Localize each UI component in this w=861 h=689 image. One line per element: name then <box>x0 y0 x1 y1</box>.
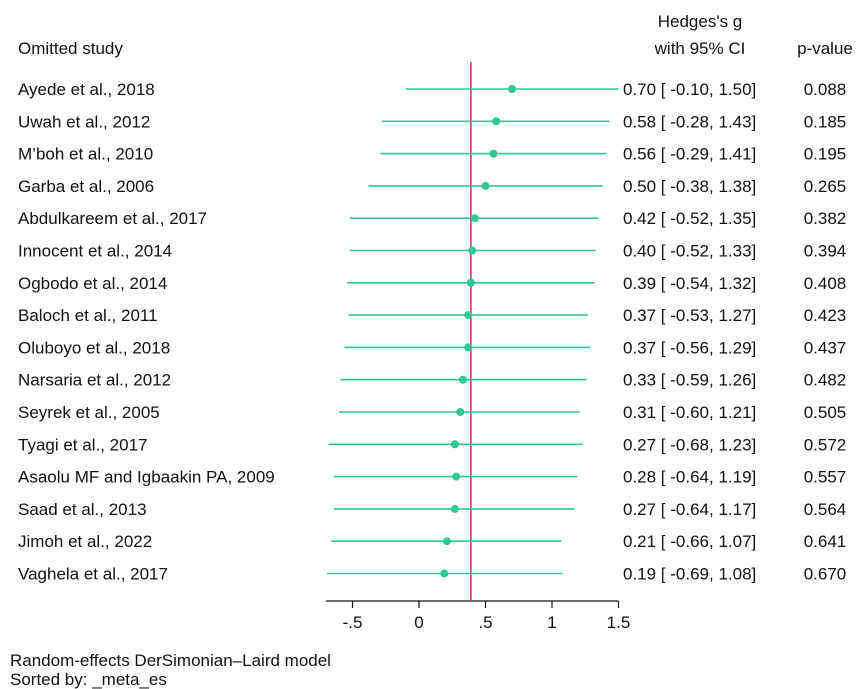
ci-text: 0.27 [ -0.64, 1.17] <box>623 500 756 519</box>
study-label: Baloch et al., 2011 <box>18 306 158 325</box>
study-label: Innocent et al., 2014 <box>18 242 172 261</box>
effect-point <box>489 149 498 158</box>
plot-area <box>327 62 619 600</box>
ci-text: 0.50 [ -0.38, 1.38] <box>623 177 756 196</box>
ci-text: 0.31 [ -0.60, 1.21] <box>623 403 756 422</box>
study-label: M’boh et al., 2010 <box>18 145 153 164</box>
ci-text: 0.39 [ -0.54, 1.32] <box>623 274 756 293</box>
ci-text: 0.58 [ -0.28, 1.43] <box>623 112 756 131</box>
p-value: 0.423 <box>804 306 847 325</box>
x-tick-label: .5 <box>478 613 492 632</box>
effect-point <box>508 85 517 93</box>
study-label: Uwah et al., 2012 <box>18 112 150 131</box>
ci-text: 0.70 [ -0.10, 1.50] <box>623 80 756 99</box>
ci-text: 0.33 [ -0.59, 1.26] <box>623 371 756 390</box>
effect-point <box>456 408 465 416</box>
ci-header: with 95% CI <box>654 39 746 58</box>
study-label: Seyrek et al., 2005 <box>18 403 160 422</box>
model-note: Random-effects DerSimonian–Laird model <box>10 651 331 670</box>
ci-text: 0.19 [ -0.69, 1.08] <box>623 565 756 584</box>
effect-point <box>464 311 473 320</box>
p-value: 0.670 <box>804 565 847 584</box>
ci-text: 0.21 [ -0.66, 1.07] <box>623 532 756 551</box>
effect-point <box>481 181 490 190</box>
ci-text: 0.37 [ -0.56, 1.29] <box>623 338 756 357</box>
hedges-g-header: Hedges's g <box>658 12 743 31</box>
p-value: 0.382 <box>804 209 847 228</box>
p-value: 0.195 <box>804 145 847 164</box>
ci-text: 0.27 [ -0.68, 1.23] <box>623 435 756 454</box>
effect-point <box>466 278 475 287</box>
p-value: 0.088 <box>804 80 847 99</box>
effect-point <box>452 472 461 481</box>
study-label: Oluboyo et al., 2018 <box>18 338 170 357</box>
p-value: 0.394 <box>804 242 847 261</box>
p-value: 0.482 <box>804 371 847 390</box>
x-tick-label: 0 <box>414 613 423 632</box>
study-rows: Ayede et al., 2018 0.70 [ -0.10, 1.50] 0.0… <box>18 80 846 584</box>
p-value: 0.564 <box>804 500 847 519</box>
effect-point <box>492 117 501 126</box>
study-label: Asaolu MF and Igbaakin PA, 2009 <box>18 468 275 487</box>
study-label: Saad et al., 2013 <box>18 500 147 519</box>
effect-point <box>450 440 459 449</box>
study-label: Narsaria et al., 2012 <box>18 371 171 390</box>
ci-text: 0.28 [ -0.64, 1.19] <box>623 468 756 487</box>
study-label: Garba et al., 2006 <box>18 177 154 196</box>
sort-note: Sorted by: _meta_es <box>10 670 167 689</box>
footnotes: Random-effects DerSimonian–Laird model S… <box>10 651 331 689</box>
effect-point <box>470 214 479 223</box>
x-axis: -.5 0 .5 1 1.5 <box>325 600 631 632</box>
effect-point <box>468 246 477 255</box>
ci-text: 0.56 [ -0.29, 1.41] <box>623 145 756 164</box>
study-label: Jimoh et al., 2022 <box>18 532 152 551</box>
p-value: 0.437 <box>804 338 847 357</box>
study-label: Tyagi et al., 2017 <box>18 435 147 454</box>
p-value-header: p-value <box>797 39 853 58</box>
study-label: Ogbodo et al., 2014 <box>18 274 167 293</box>
table-header: Omitted study Hedges's g with 95% CI p-v… <box>18 12 853 58</box>
x-tick-label: -.5 <box>343 613 363 632</box>
x-tick-label: 1 <box>547 613 556 632</box>
ci-text: 0.37 [ -0.53, 1.27] <box>623 306 756 325</box>
study-label: Ayede et al., 2018 <box>18 80 155 99</box>
study-label: Abdulkareem et al., 2017 <box>18 209 207 228</box>
p-value: 0.557 <box>804 468 847 487</box>
p-value: 0.505 <box>804 403 847 422</box>
p-value: 0.408 <box>804 274 847 293</box>
p-value: 0.185 <box>804 112 847 131</box>
p-value: 0.572 <box>804 435 847 454</box>
effect-point <box>440 569 449 578</box>
ci-text: 0.42 [ -0.52, 1.35] <box>623 209 756 228</box>
effect-point <box>458 375 467 384</box>
effect-point <box>450 504 459 513</box>
effect-point <box>442 537 451 546</box>
omitted-study-header: Omitted study <box>18 39 123 58</box>
ci-text: 0.40 [ -0.52, 1.33] <box>623 242 756 261</box>
p-value: 0.265 <box>804 177 847 196</box>
effect-point <box>464 343 473 352</box>
p-value: 0.641 <box>804 532 847 551</box>
x-tick-label: 1.5 <box>607 613 631 632</box>
study-label: Vaghela et al., 2017 <box>18 565 168 584</box>
